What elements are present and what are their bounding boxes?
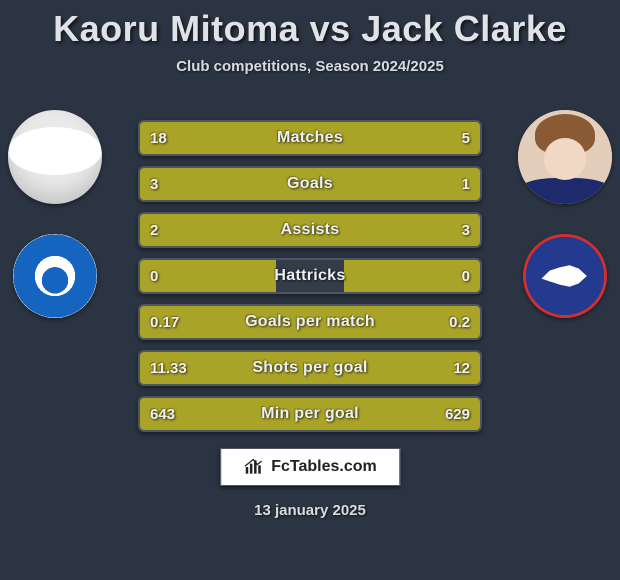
- stat-value-right: 1: [420, 176, 480, 193]
- right-column: [510, 110, 620, 318]
- date-label: 13 january 2025: [0, 502, 620, 519]
- stat-label: Shots per goal: [200, 359, 420, 377]
- player2-avatar: [518, 110, 612, 204]
- ipswich-crest-icon: [523, 234, 607, 318]
- site-name: FcTables.com: [271, 458, 377, 476]
- player2-name: Jack Clarke: [361, 8, 567, 49]
- stat-value-left: 11.33: [140, 360, 200, 377]
- stats-panel: 18Matches53Goals12Assists30Hattricks00.1…: [138, 120, 482, 432]
- face-icon: [518, 110, 612, 204]
- stat-row: 3Goals1: [138, 166, 482, 202]
- stat-row: 18Matches5: [138, 120, 482, 156]
- left-column: [0, 110, 110, 318]
- stat-value-right: 629: [420, 406, 480, 423]
- stat-value-right: 3: [420, 222, 480, 239]
- stat-value-right: 12: [420, 360, 480, 377]
- stat-value-left: 0: [140, 268, 200, 285]
- stat-row: 11.33Shots per goal12: [138, 350, 482, 386]
- stat-value-right: 0: [420, 268, 480, 285]
- stat-label: Hattricks: [200, 267, 420, 285]
- stat-label: Min per goal: [200, 405, 420, 423]
- stat-label: Goals: [200, 175, 420, 193]
- stat-label: Assists: [200, 221, 420, 239]
- player1-avatar: [8, 110, 102, 204]
- subtitle: Club competitions, Season 2024/2025: [0, 58, 620, 75]
- stat-value-left: 18: [140, 130, 200, 147]
- stat-label: Matches: [200, 129, 420, 147]
- stat-value-right: 0.2: [420, 314, 480, 331]
- chart-icon: [243, 457, 263, 477]
- brighton-crest-icon: [13, 234, 97, 318]
- stat-value-left: 3: [140, 176, 200, 193]
- stat-value-left: 2: [140, 222, 200, 239]
- page-title: Kaoru Mitoma vs Jack Clarke: [0, 0, 620, 50]
- stat-label: Goals per match: [200, 313, 420, 331]
- stat-value-right: 5: [420, 130, 480, 147]
- stat-value-left: 0.17: [140, 314, 200, 331]
- stat-row: 2Assists3: [138, 212, 482, 248]
- site-badge[interactable]: FcTables.com: [220, 448, 400, 486]
- stat-row: 0.17Goals per match0.2: [138, 304, 482, 340]
- stat-row: 643Min per goal629: [138, 396, 482, 432]
- stat-row: 0Hattricks0: [138, 258, 482, 294]
- stat-value-left: 643: [140, 406, 200, 423]
- vs-label: vs: [310, 8, 351, 49]
- player1-name: Kaoru Mitoma: [53, 8, 299, 49]
